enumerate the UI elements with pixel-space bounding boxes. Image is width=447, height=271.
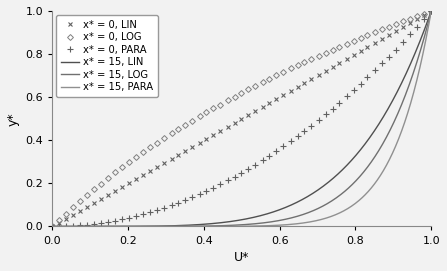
x* = 0, LOG <box>190 119 195 122</box>
x* = 0, LIN <box>386 34 392 37</box>
Line: x* = 15, PARA: x* = 15, PARA <box>52 11 431 227</box>
x* = 0, LOG <box>421 12 426 15</box>
x* = 15, PARA <box>360 195 366 199</box>
x* = 15, LOG <box>360 171 366 175</box>
Y-axis label: y*: y* <box>7 112 20 125</box>
x* = 15, LIN <box>255 215 260 218</box>
x* = 15, LIN <box>275 209 281 212</box>
Line: x* = 0, LOG: x* = 0, LOG <box>50 9 433 228</box>
x* = 0, LOG <box>91 188 97 191</box>
Line: x* = 0, LIN: x* = 0, LIN <box>50 8 434 229</box>
x* = 0, PARA <box>386 55 392 58</box>
x* = 15, LOG <box>230 224 235 227</box>
x* = 0, LOG <box>50 225 55 228</box>
x* = 15, PARA <box>429 9 434 12</box>
x* = 15, LIN <box>50 225 55 228</box>
x* = 15, PARA <box>255 224 260 228</box>
x* = 0, PARA <box>91 222 97 225</box>
x* = 0, LIN <box>141 173 146 176</box>
x* = 0, PARA <box>50 225 55 228</box>
x* = 0, LOG <box>429 9 434 12</box>
x* = 0, LIN <box>50 225 55 228</box>
x* = 15, LOG <box>419 43 425 46</box>
Line: x* = 15, LOG: x* = 15, LOG <box>52 11 431 227</box>
x* = 15, PARA <box>232 225 237 228</box>
x* = 0, LIN <box>190 145 195 149</box>
x* = 0, LOG <box>386 25 392 28</box>
x* = 0, PARA <box>119 218 125 221</box>
x* = 15, LOG <box>275 219 281 222</box>
Legend: x* = 0, LIN, x* = 0, LOG, x* = 0, PARA, x* = 15, LIN, x* = 15, LOG, x* = 15, PAR: x* = 0, LIN, x* = 0, LOG, x* = 0, PARA, … <box>56 15 158 98</box>
x* = 15, PARA <box>50 225 55 228</box>
Line: x* = 0, PARA: x* = 0, PARA <box>49 8 434 230</box>
x* = 15, LIN <box>429 9 434 12</box>
x* = 0, LIN <box>429 9 434 12</box>
x* = 0, PARA <box>190 196 195 199</box>
x* = 15, PARA <box>275 224 281 227</box>
x* = 15, PARA <box>230 225 235 228</box>
x* = 15, LIN <box>232 219 237 222</box>
x* = 0, LIN <box>91 201 97 204</box>
Line: x* = 15, LIN: x* = 15, LIN <box>52 11 431 227</box>
x* = 15, LOG <box>50 225 55 228</box>
x* = 15, LOG <box>429 9 434 12</box>
x* = 15, PARA <box>419 56 425 59</box>
x* = 0, LIN <box>421 14 426 17</box>
x* = 0, LOG <box>119 166 125 169</box>
x* = 15, LIN <box>230 220 235 223</box>
x* = 0, PARA <box>141 212 146 216</box>
X-axis label: U*: U* <box>234 251 249 264</box>
x* = 0, LIN <box>119 185 125 188</box>
x* = 0, LOG <box>141 150 146 154</box>
x* = 15, LIN <box>360 145 366 148</box>
x* = 0, PARA <box>429 9 434 12</box>
x* = 15, LOG <box>232 224 237 227</box>
x* = 0, PARA <box>421 18 426 21</box>
x* = 15, LOG <box>255 222 260 225</box>
x* = 15, LIN <box>419 34 425 37</box>
